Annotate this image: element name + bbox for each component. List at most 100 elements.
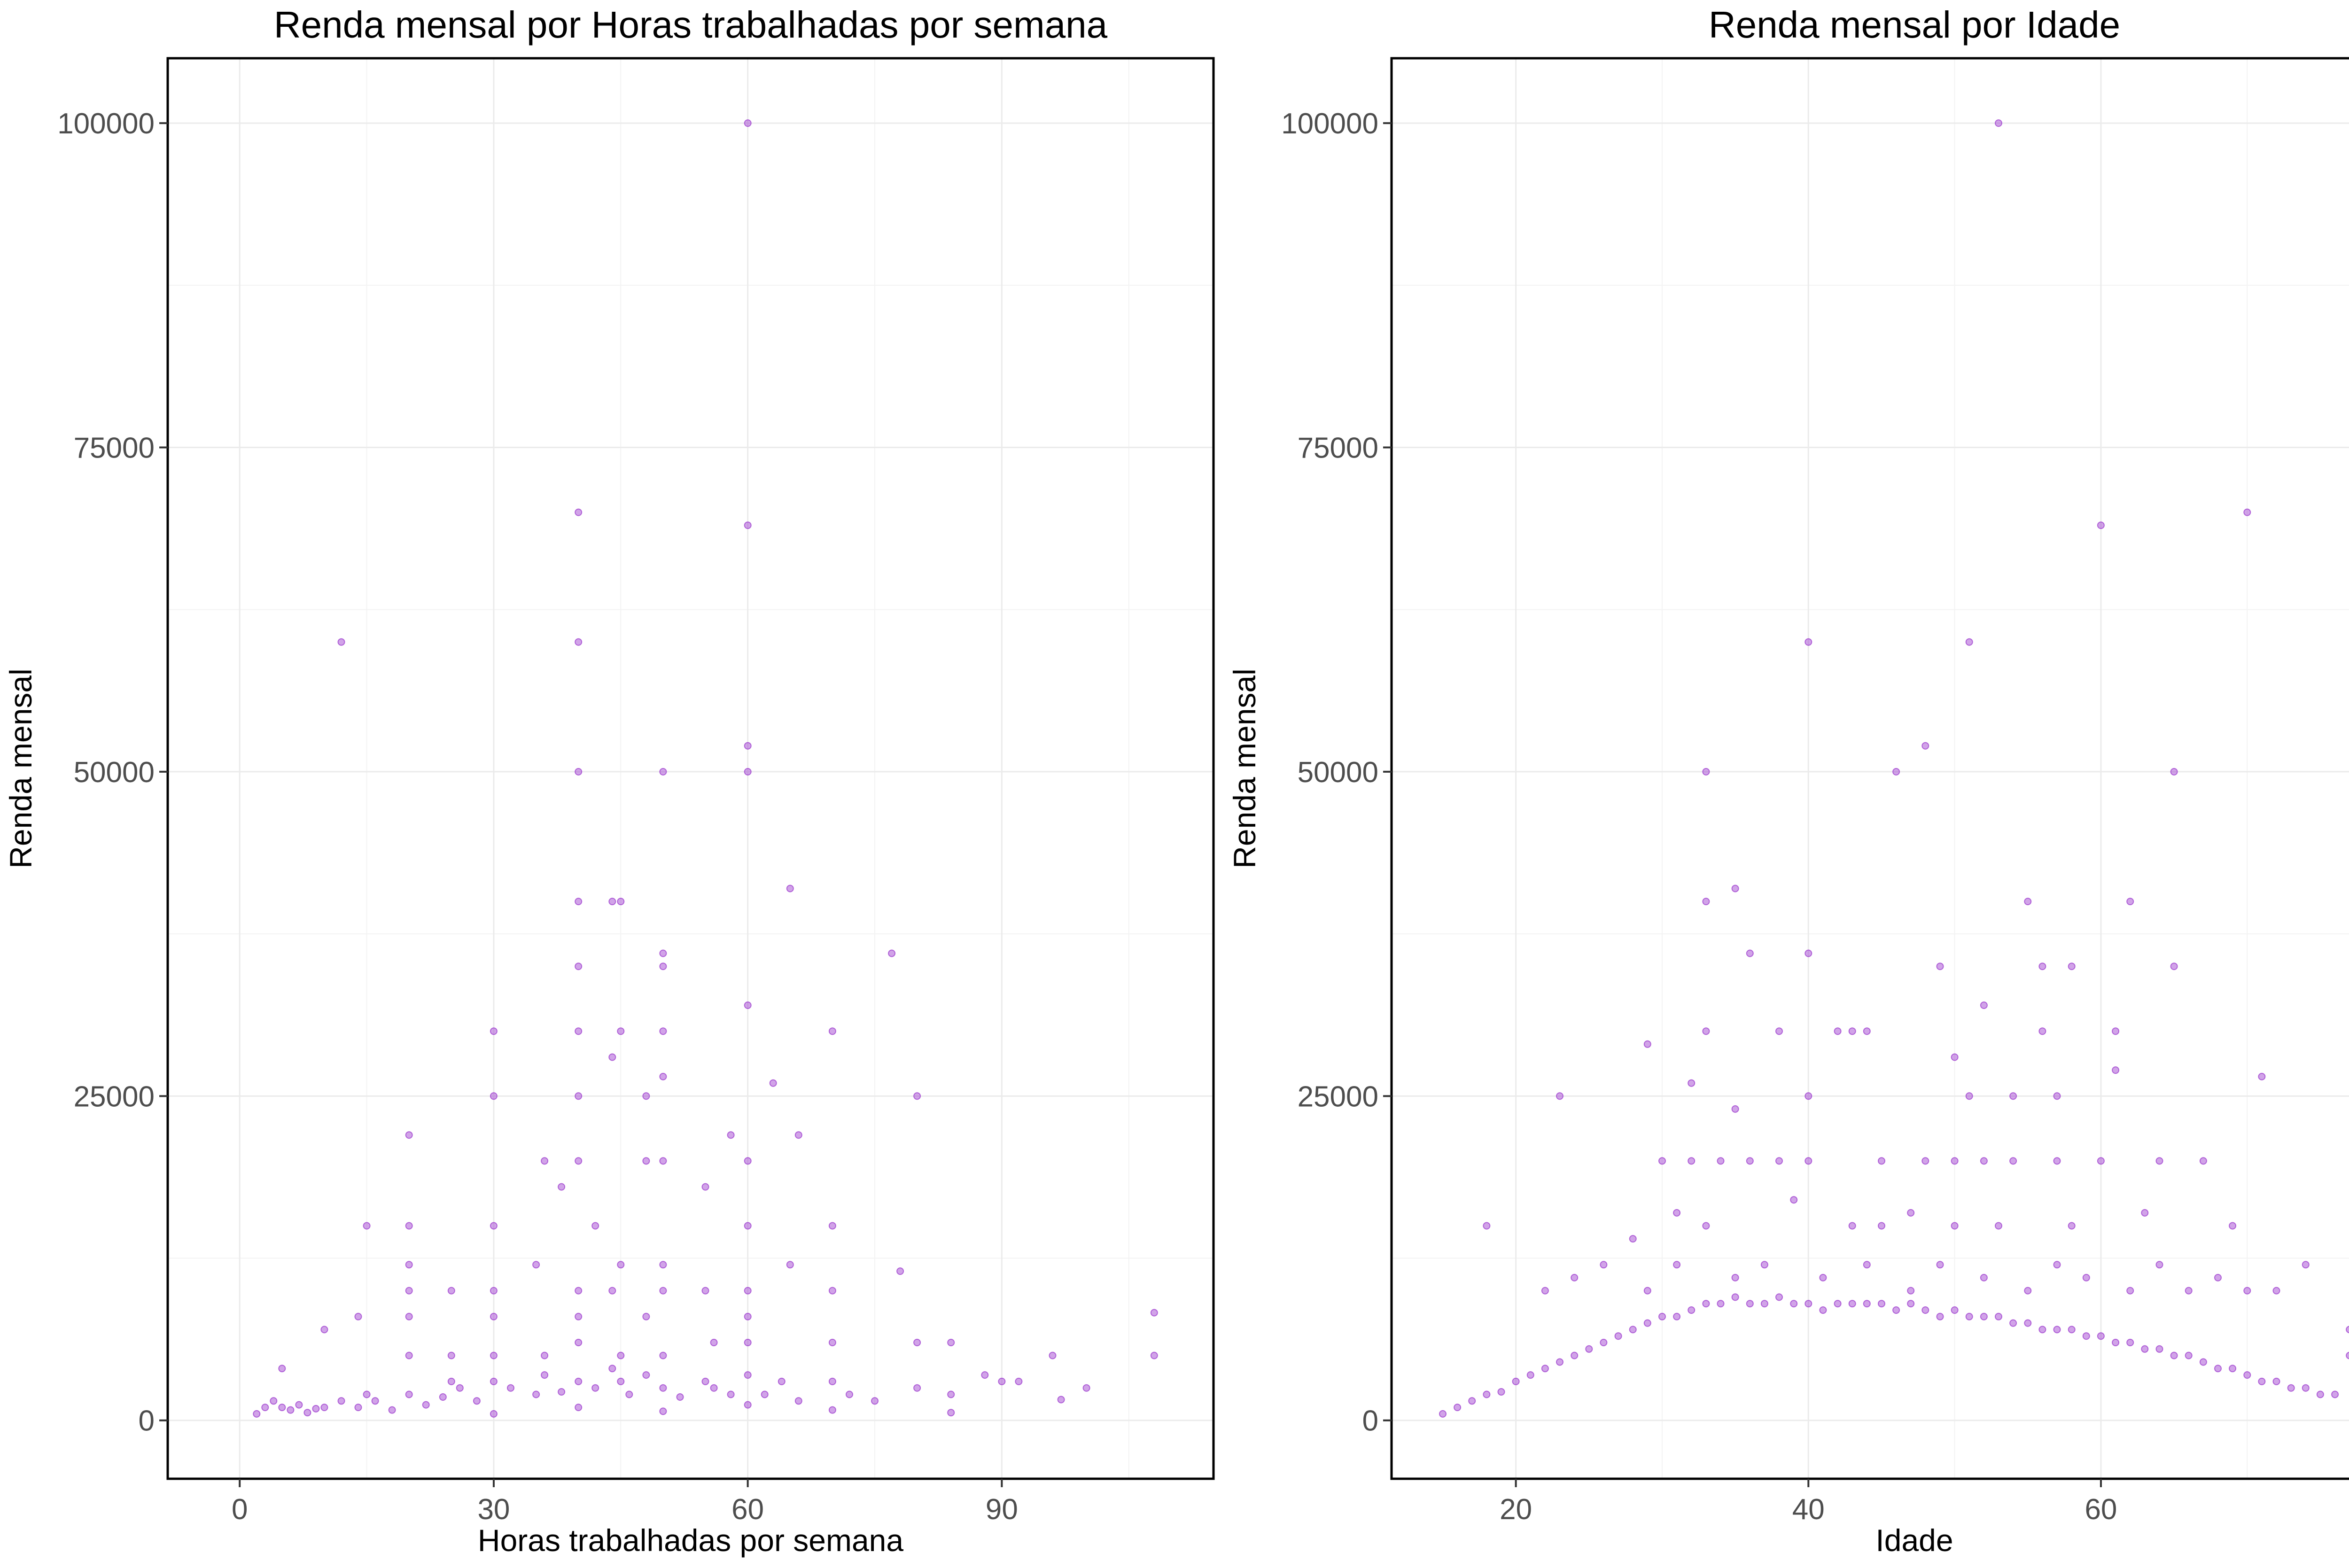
data-point [769, 1079, 777, 1087]
data-point [828, 1027, 836, 1035]
data-point [1731, 1293, 1739, 1301]
data-point [744, 1371, 752, 1379]
data-point [1150, 1351, 1158, 1359]
data-point [270, 1397, 278, 1405]
data-point [2185, 1287, 2193, 1295]
data-point [744, 1157, 752, 1165]
data-point [2170, 963, 2178, 970]
data-point [871, 1397, 879, 1405]
data-point [541, 1351, 549, 1359]
data-point [1541, 1365, 1549, 1373]
data-point [1688, 1306, 1696, 1314]
data-point [947, 1390, 955, 1398]
data-point [1834, 1027, 1842, 1035]
data-point [1790, 1300, 1798, 1308]
data-point [1702, 898, 1710, 906]
data-point [888, 949, 896, 957]
y-tick-label: 75000 [1298, 432, 1378, 464]
data-point [1746, 949, 1754, 957]
data-point [913, 1384, 921, 1392]
data-point [1614, 1332, 1622, 1340]
data-point [1717, 1300, 1725, 1308]
data-point [2141, 1209, 2149, 1217]
x-tick-label: 60 [731, 1493, 764, 1526]
data-point [312, 1405, 320, 1413]
data-point [2024, 898, 2032, 906]
data-point [2272, 1287, 2280, 1295]
y-tick-label: 0 [139, 1405, 155, 1437]
data-point [405, 1351, 413, 1359]
data-point [1848, 1027, 1856, 1035]
data-point [2053, 1092, 2061, 1100]
data-point [575, 1157, 583, 1165]
data-point [1921, 1157, 1929, 1165]
data-point [2229, 1222, 2237, 1230]
data-point [744, 1222, 752, 1230]
data-point [794, 1397, 802, 1405]
data-point [1571, 1351, 1579, 1359]
data-point [794, 1131, 802, 1139]
data-point [541, 1157, 549, 1165]
data-point [558, 1388, 566, 1396]
data-point [1834, 1300, 1842, 1308]
chart-title: Renda mensal por Horas trabalhadas por s… [274, 4, 1108, 46]
data-point [1658, 1312, 1666, 1320]
data-point [2170, 768, 2178, 776]
data-point [2038, 1027, 2046, 1035]
data-point [1951, 1053, 1959, 1061]
data-point [591, 1222, 599, 1230]
data-point [2316, 1390, 2324, 1398]
data-point [320, 1404, 328, 1412]
chart-panel-hours: 0 30 60 90 0 25000 50000 75000 100000 Renda mens… [3, 4, 1215, 1558]
data-point [575, 898, 583, 906]
data-point [659, 1261, 667, 1269]
data-point [2009, 1092, 2017, 1100]
data-point [490, 1027, 498, 1035]
data-point [659, 1027, 667, 1035]
data-point [1731, 1105, 1739, 1113]
data-point [1863, 1261, 1871, 1269]
data-point [701, 1377, 709, 1385]
data-point [1907, 1287, 1915, 1295]
data-point [1760, 1261, 1768, 1269]
x-tick-label: 60 [2085, 1493, 2117, 1526]
data-point [354, 1312, 362, 1320]
data-point [1951, 1222, 1959, 1230]
data-point [744, 1312, 752, 1320]
data-point [1049, 1351, 1057, 1359]
data-point [2302, 1261, 2310, 1269]
data-point [2126, 1287, 2134, 1295]
data-point [727, 1390, 735, 1398]
data-point [575, 1092, 583, 1100]
data-point [2112, 1027, 2120, 1035]
data-point [2243, 1371, 2251, 1379]
data-point [2155, 1261, 2163, 1269]
data-point [1541, 1287, 1549, 1295]
data-point [371, 1397, 379, 1405]
data-point [363, 1390, 371, 1398]
data-point [1556, 1092, 1563, 1100]
axis-ticks: 0 30 60 90 0 25000 50000 75000 100000 [57, 108, 1018, 1526]
data-point [727, 1131, 735, 1139]
chart-title: Renda mensal por Idade [1709, 4, 2120, 46]
data-point [659, 768, 667, 776]
data-point [1483, 1222, 1491, 1230]
data-point [828, 1222, 836, 1230]
data-point [575, 1377, 583, 1385]
data-point [439, 1393, 447, 1401]
data-point [761, 1390, 769, 1398]
data-point [786, 1261, 794, 1269]
data-point [1805, 1300, 1812, 1308]
data-point [608, 1053, 616, 1061]
data-point [617, 1027, 625, 1035]
gridlines [168, 58, 1213, 1479]
axis-ticks: 204060800250005000075000100000 [1281, 108, 2117, 1526]
data-point [1775, 1157, 1783, 1165]
data-point [1746, 1300, 1754, 1308]
data-point [447, 1377, 455, 1385]
data-point [1702, 1300, 1710, 1308]
data-point [447, 1351, 455, 1359]
data-point [608, 1287, 616, 1295]
data-point [1965, 1092, 1973, 1100]
data-point [2053, 1326, 2061, 1334]
